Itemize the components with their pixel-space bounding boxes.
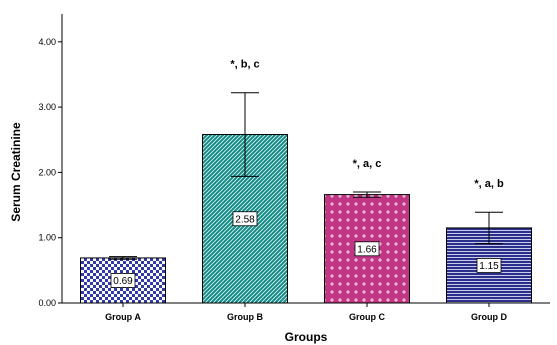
x-tick-label: Group C [349, 312, 385, 322]
data-label: 2.58 [235, 214, 255, 225]
x-tick-label: Group D [471, 312, 507, 322]
data-label-box [232, 211, 258, 227]
x-tick-label: Group A [105, 312, 141, 322]
y-axis-title: Serum Creatinine [9, 122, 23, 222]
data-label: 1.66 [357, 244, 377, 255]
data-label-box [110, 273, 136, 288]
error-bars [109, 92, 503, 260]
data-label-box [354, 241, 380, 257]
significance-label: *, a, b [474, 178, 504, 190]
x-tick-label: Group B [227, 312, 263, 322]
bars [80, 134, 532, 304]
annotations: *, b, c *, a, c *, a, b [230, 59, 504, 190]
y-ticks: 0.00 1.00 2.00 3.00 4.00 [38, 37, 62, 308]
y-tick-label: 0.00 [38, 298, 56, 308]
y-tick-label: 3.00 [38, 102, 56, 112]
y-tick-label: 2.00 [38, 167, 56, 177]
x-axis-title: Groups [285, 330, 328, 344]
data-label: 1.15 [479, 261, 499, 272]
significance-label: *, b, c [230, 59, 259, 71]
significance-label: *, a, c [353, 158, 382, 170]
y-tick-label: 4.00 [38, 37, 56, 47]
data-labels: 0.69 2.58 1.66 1.15 [110, 211, 502, 288]
data-label: 0.69 [113, 276, 133, 287]
y-tick-label: 1.00 [38, 233, 56, 243]
data-label-box [476, 258, 502, 273]
x-ticks: Group A Group B Group C Group D [105, 303, 507, 322]
